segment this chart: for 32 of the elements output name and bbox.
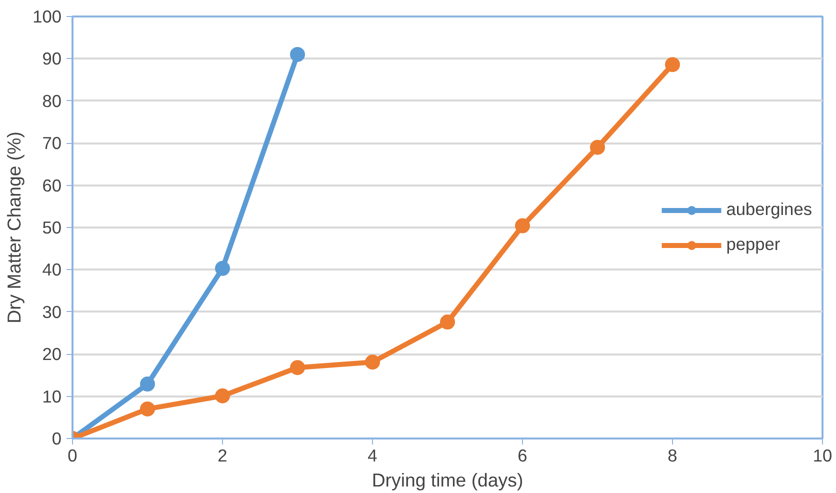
x-tick-label: 6 xyxy=(518,446,528,466)
y-tick-label: 50 xyxy=(42,218,62,238)
point xyxy=(515,218,530,234)
y-tick-label: 70 xyxy=(42,133,62,154)
y-tick-label: 10 xyxy=(42,386,62,406)
y-tick-label: 90 xyxy=(42,48,62,69)
legend-label: pepper xyxy=(726,234,780,255)
point xyxy=(290,360,305,376)
x-tick-label: 0 xyxy=(68,446,78,466)
x-tick-label: 4 xyxy=(368,446,378,466)
point xyxy=(365,354,380,370)
y-tick-label: 60 xyxy=(42,175,62,196)
y-tick-label: 0 xyxy=(52,428,62,448)
point xyxy=(215,388,230,404)
y-tick-label: 100 xyxy=(32,6,62,26)
x-tick-label: 2 xyxy=(218,446,228,466)
point xyxy=(440,314,455,330)
y-tick-label: 40 xyxy=(42,260,62,280)
point xyxy=(140,401,155,416)
point xyxy=(215,260,230,276)
x-tick-label: 10 xyxy=(812,446,832,466)
point xyxy=(290,46,305,62)
x-tick-label: 8 xyxy=(668,446,678,466)
y-tick-label: 20 xyxy=(42,344,62,364)
point xyxy=(665,57,680,72)
legend-label: aubergines xyxy=(726,199,812,220)
y-tick-label: 30 xyxy=(42,302,62,322)
point xyxy=(140,376,155,392)
x-axis-title: Drying time (days) xyxy=(372,470,524,490)
point xyxy=(590,140,605,155)
y-axis-title: Dry Matter Change (%) xyxy=(4,132,25,324)
y-tick-label: 80 xyxy=(42,90,62,111)
